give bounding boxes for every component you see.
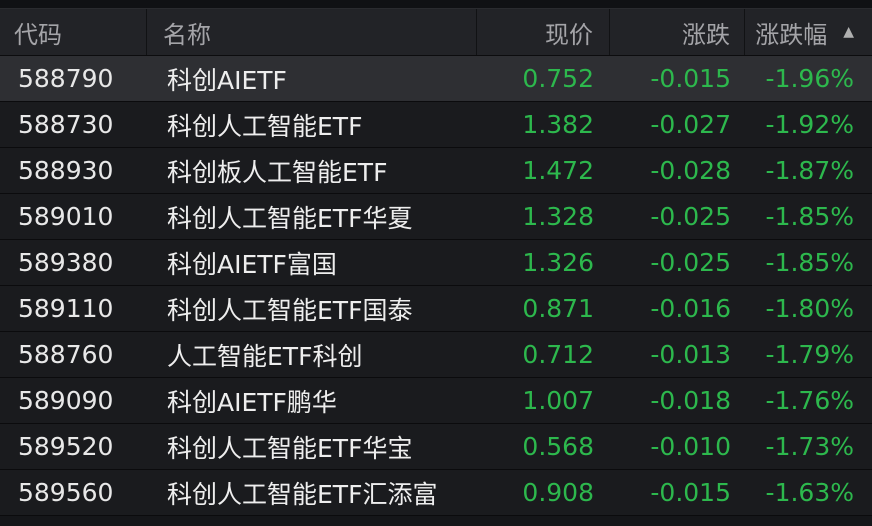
cell-pct: -1.63%	[765, 478, 854, 507]
cell-change: -0.015	[650, 478, 731, 507]
cell-price: 1.472	[522, 156, 594, 185]
cell-code: 588790	[18, 64, 114, 93]
cell-pct: -1.80%	[765, 294, 854, 323]
cell-change: -0.025	[650, 248, 731, 277]
cell-pct: -1.87%	[765, 156, 854, 185]
sort-ascending-icon: ▲	[843, 24, 854, 40]
cell-name: 科创板人工智能ETF	[167, 157, 388, 187]
cell-change: -0.028	[650, 156, 731, 185]
header-price[interactable]: 现价	[477, 9, 610, 55]
cell-code: 588760	[18, 340, 114, 369]
header-pct[interactable]: 涨跌幅 ▲	[745, 9, 872, 55]
cell-price: 0.712	[522, 340, 594, 369]
cell-code: 589560	[18, 478, 114, 507]
cell-code: 589110	[18, 294, 114, 323]
table-row[interactable]: 589010 科创人工智能ETF华夏 1.328 -0.025 -1.85%	[0, 194, 872, 240]
cell-change: -0.010	[650, 432, 731, 461]
table-row[interactable]: 588730 科创人工智能ETF 1.382 -0.027 -1.92%	[0, 102, 872, 148]
cell-price: 0.908	[522, 478, 594, 507]
cell-name: 科创人工智能ETF华夏	[167, 203, 413, 233]
cell-price: 0.568	[522, 432, 594, 461]
cell-change: -0.015	[650, 64, 731, 93]
cell-price: 0.752	[522, 64, 594, 93]
header-pct-label: 涨跌幅	[755, 20, 828, 49]
table-header: 代码 名称 现价 涨跌 涨跌幅 ▲	[0, 9, 872, 56]
etf-table-body: 588790 科创AIETF 0.752 -0.015 -1.96% 588730 科创人工…	[0, 56, 872, 516]
cell-name: 科创人工智能ETF华宝	[167, 433, 413, 463]
table-row[interactable]: 589560 科创人工智能ETF汇添富 0.908 -0.015 -1.63%	[0, 470, 872, 516]
cell-pct: -1.76%	[765, 386, 854, 415]
cell-pct: -1.85%	[765, 202, 854, 231]
cell-name: 人工智能ETF科创	[167, 341, 363, 371]
header-change[interactable]: 涨跌	[610, 9, 745, 55]
cell-pct: -1.85%	[765, 248, 854, 277]
table-row[interactable]: 589520 科创人工智能ETF华宝 0.568 -0.010 -1.73%	[0, 424, 872, 470]
table-row[interactable]: 589090 科创AIETF鹏华 1.007 -0.018 -1.76%	[0, 378, 872, 424]
table-row[interactable]: 589380 科创AIETF富国 1.326 -0.025 -1.85%	[0, 240, 872, 286]
cell-price: 0.871	[522, 294, 594, 323]
table-row[interactable]: 588790 科创AIETF 0.752 -0.015 -1.96%	[0, 56, 872, 102]
cell-pct: -1.73%	[765, 432, 854, 461]
cell-price: 1.328	[522, 202, 594, 231]
cell-name: 科创AIETF	[167, 65, 287, 95]
table-row[interactable]: 588760 人工智能ETF科创 0.712 -0.013 -1.79%	[0, 332, 872, 378]
cell-code: 588930	[18, 156, 114, 185]
cell-change: -0.027	[650, 110, 731, 139]
cell-code: 588730	[18, 110, 114, 139]
cell-name: 科创人工智能ETF	[167, 111, 363, 141]
header-code[interactable]: 代码	[0, 9, 147, 55]
cell-pct: -1.92%	[765, 110, 854, 139]
top-strip	[0, 0, 872, 9]
cell-code: 589010	[18, 202, 114, 231]
cell-change: -0.018	[650, 386, 731, 415]
cell-price: 1.382	[522, 110, 594, 139]
cell-price: 1.326	[522, 248, 594, 277]
cell-code: 589090	[18, 386, 114, 415]
cell-name: 科创人工智能ETF国泰	[167, 295, 413, 325]
cell-name: 科创AIETF富国	[167, 249, 337, 279]
cell-code: 589380	[18, 248, 114, 277]
cell-change: -0.025	[650, 202, 731, 231]
cell-price: 1.007	[522, 386, 594, 415]
cell-pct: -1.79%	[765, 340, 854, 369]
cell-name: 科创人工智能ETF汇添富	[167, 479, 438, 509]
cell-pct: -1.96%	[765, 64, 854, 93]
cell-change: -0.016	[650, 294, 731, 323]
table-row[interactable]: 589110 科创人工智能ETF国泰 0.871 -0.016 -1.80%	[0, 286, 872, 332]
cell-code: 589520	[18, 432, 114, 461]
header-name[interactable]: 名称	[147, 9, 477, 55]
cell-name: 科创AIETF鹏华	[167, 387, 337, 417]
cell-change: -0.013	[650, 340, 731, 369]
table-row[interactable]: 588930 科创板人工智能ETF 1.472 -0.028 -1.87%	[0, 148, 872, 194]
